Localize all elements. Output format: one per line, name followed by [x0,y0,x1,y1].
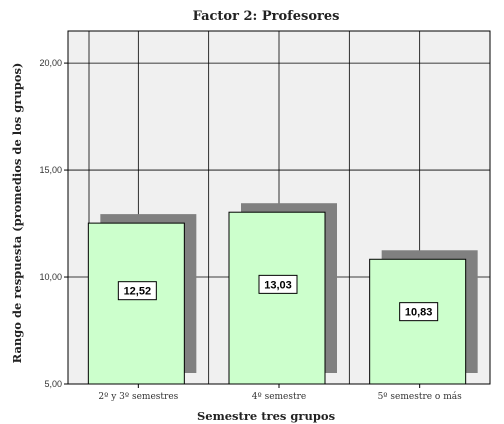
chart-title: Factor 2: Profesores [193,9,340,24]
x-tick-label: 4º semestre [252,392,307,402]
y-tick-label: 5,00 [44,379,62,389]
data-label: 12,52 [124,286,152,298]
data-label-box [399,302,439,322]
x-tick-label: 5º semestre o más [378,391,463,402]
bar [87,222,185,385]
y-axis-ticks: 5,00 10,00 15,00 20,00 [39,58,68,389]
data-label: 13,03 [264,279,292,291]
bar [228,211,326,385]
x-tick-label: 2º y 3º semestres [98,392,178,402]
data-label-box [258,274,298,294]
x-axis-title: Semestre tres grupos [197,409,335,423]
y-tick-label: 10,00 [39,272,62,282]
data-label-box [117,281,157,301]
y-tick-label: 20,00 [39,58,62,68]
y-tick-label: 15,00 [39,165,62,175]
data-label: 10,83 [405,307,433,319]
x-axis-ticks: 2º y 3º semestres 4º semestre 5º semestre … [98,384,462,402]
bars: 12,52 13,03 10,83 [87,203,478,385]
y-axis-title: Rango de respuesta (promedios de los gru… [10,63,24,364]
bar [369,258,467,385]
